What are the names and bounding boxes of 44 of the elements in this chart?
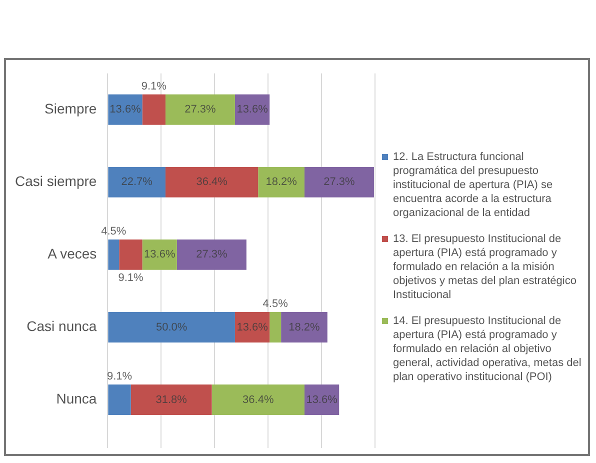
data-label: 4.5% (101, 226, 126, 238)
data-label: 4.5% (262, 298, 288, 310)
bar (130, 384, 212, 415)
bar (108, 94, 142, 125)
bar (165, 94, 235, 125)
bar (165, 166, 258, 198)
legend-label: 13. El presupuesto Institucional de apertura (PIA) está programado y formulado en relación a la misión objetivos y metas del plan estratégico Institucional (393, 232, 578, 302)
data-label: 27.3% (196, 248, 228, 261)
y-tick-label: Casi nunca (26, 318, 97, 334)
bar (258, 166, 304, 198)
data-label: 36.4% (196, 176, 228, 188)
data-label: 18.2% (266, 176, 298, 188)
data-label: 9.1% (141, 80, 167, 92)
bar (281, 312, 328, 342)
bar (304, 166, 374, 198)
data-label: 13.6% (236, 321, 268, 334)
y-tick-label: Siempre (44, 100, 97, 117)
bar (119, 239, 142, 270)
data-label: 50.0% (156, 321, 188, 334)
data-label: 13.6% (306, 394, 338, 406)
y-tick-label: Casi siempre (14, 173, 97, 190)
data-label: 27.3% (184, 104, 216, 116)
bar (212, 384, 304, 415)
y-tick-label: Nunca (56, 390, 97, 407)
data-label: 13.6% (144, 248, 176, 261)
data-label: 31.8% (156, 394, 188, 406)
bar (176, 239, 246, 270)
data-label: 18.2% (288, 321, 320, 334)
y-tick-label: A veces (48, 246, 97, 262)
data-label: 13.6% (110, 104, 142, 116)
bar (108, 312, 235, 342)
data-label: 13.6% (236, 104, 268, 116)
bar (108, 384, 131, 415)
bar (270, 312, 282, 342)
bar (142, 94, 166, 125)
data-label: 36.4% (242, 394, 274, 406)
data-label: 9.1% (118, 272, 144, 284)
data-label: 22.7% (121, 176, 153, 188)
data-label: 27.3% (324, 176, 356, 188)
bar (108, 166, 166, 198)
bar (108, 239, 120, 270)
legend-label: 12. La Estructura funcional programática del presupuesto institucional de apertura (PIA) se encuentra acorde a la estructura organizacional de la entidad (393, 150, 554, 220)
data-label: 9.1% (106, 370, 132, 383)
legend-label: 14. El presupuesto Institucional de apertura (PIA) está programado y formulado en relación al objetivo general, actividad operativa, metas del plan operativo institucional (POI) (393, 314, 582, 384)
